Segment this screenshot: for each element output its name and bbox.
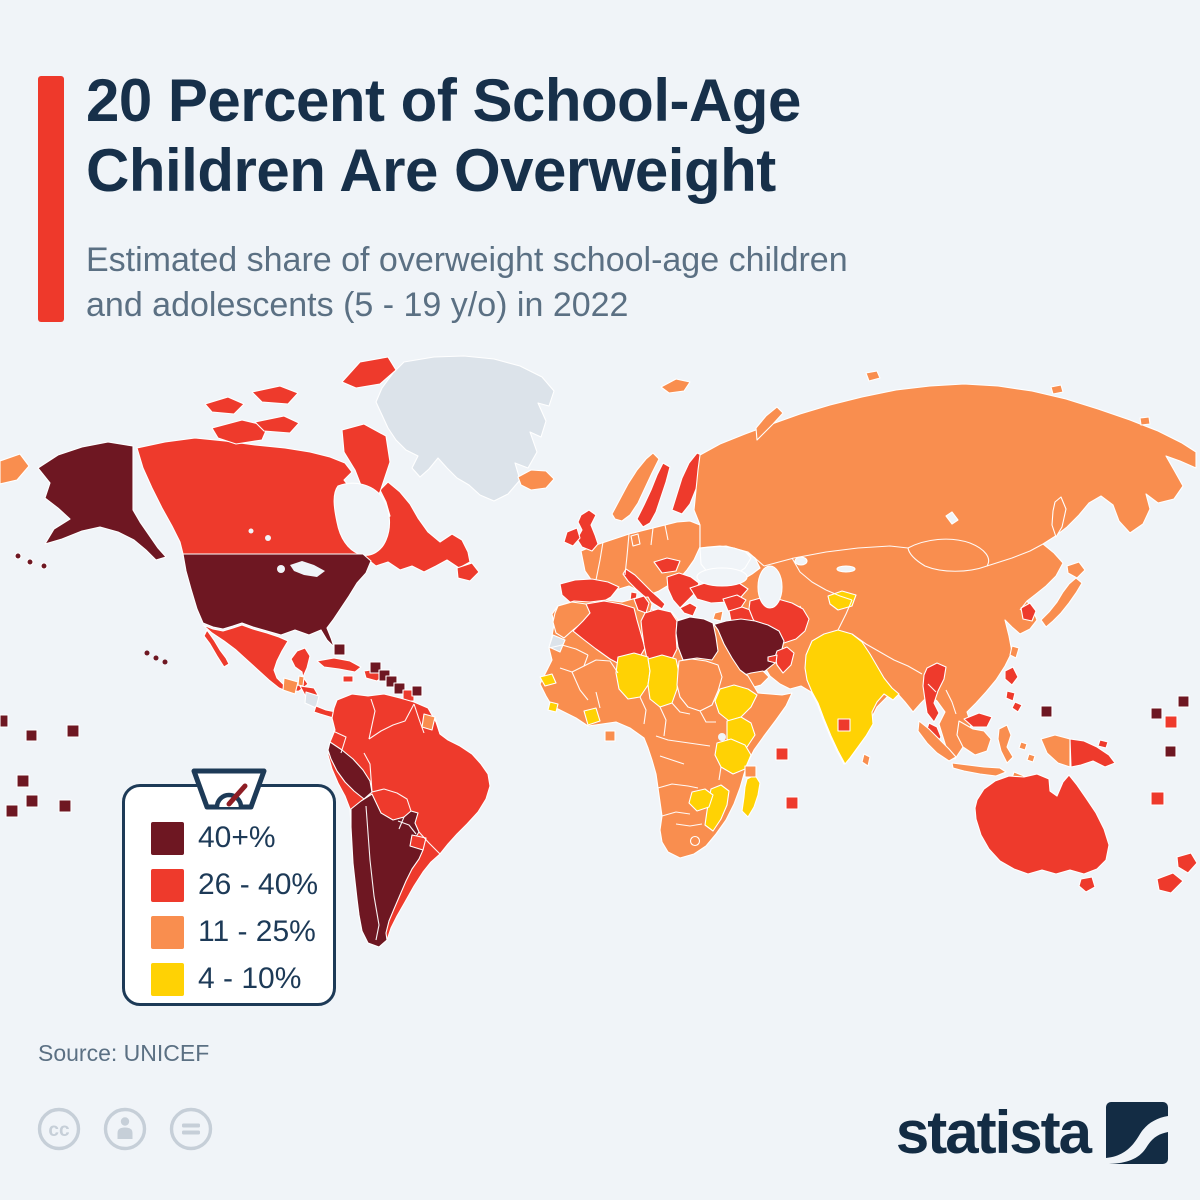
brand-logo[interactable]: statista <box>896 1098 1168 1167</box>
attribution-person-icon[interactable] <box>102 1106 148 1152</box>
license-icons: cc <box>36 1106 214 1152</box>
subtitle-line-1: Estimated share of overweight school-age… <box>86 241 848 279</box>
map-lakes <box>696 511 959 609</box>
legend-swatch-26-40 <box>151 868 184 902</box>
map-island-markers <box>0 695 1190 818</box>
map-region-africa <box>539 595 793 859</box>
accent-bar <box>38 76 64 322</box>
brand-wordmark: statista <box>895 1099 1092 1166</box>
title-line-1: 20 Percent of School-Age <box>86 67 801 134</box>
legend-label-4-10: 4 - 10% <box>198 962 302 995</box>
creative-commons-icon[interactable]: cc <box>36 1106 82 1152</box>
map-region-europe <box>517 452 752 617</box>
map-region-north-america <box>14 356 480 693</box>
map-region-south-america <box>327 693 491 948</box>
subtitle-line-2: and adolescents (5 - 19 y/o) in 2022 <box>86 285 629 324</box>
map-region-central-america-caribbean <box>282 643 423 721</box>
legend-label-11-25: 11 - 25% <box>198 915 316 948</box>
equal-icon[interactable] <box>168 1106 214 1152</box>
legend-item-11-25: 11 - 25% <box>151 915 333 949</box>
legend-label-26-40: 26 - 40% <box>198 868 319 901</box>
legend-swatch-11-25 <box>151 915 184 949</box>
legend-swatch-4-10 <box>151 962 184 996</box>
source-note: Source: UNICEF <box>38 1040 210 1066</box>
legend-item-4-10: 4 - 10% <box>151 962 333 996</box>
statista-logo-icon <box>1106 1101 1168 1164</box>
map-region-greenland <box>375 355 555 502</box>
legend: 40+% 26 - 40% 11 - 25% 4 - 10% <box>122 768 336 1006</box>
map-region-middle-east <box>689 579 810 690</box>
legend-item-26-40: 26 - 40% <box>151 868 333 902</box>
map-region-oceania <box>974 734 1198 894</box>
page-title: 20 Percent of School-Age Children Are Ov… <box>86 66 801 206</box>
legend-label-40plus: 40+% <box>198 821 276 854</box>
legend-swatch-40plus <box>151 821 184 855</box>
weight-scale-gauge-icon <box>187 766 271 812</box>
svg-text:cc: cc <box>48 1120 70 1141</box>
title-line-2: Children Are Overweight <box>86 137 776 205</box>
page-subtitle: Estimated share of overweight school-age… <box>86 238 848 328</box>
legend-item-40plus: 40+% <box>151 821 333 855</box>
